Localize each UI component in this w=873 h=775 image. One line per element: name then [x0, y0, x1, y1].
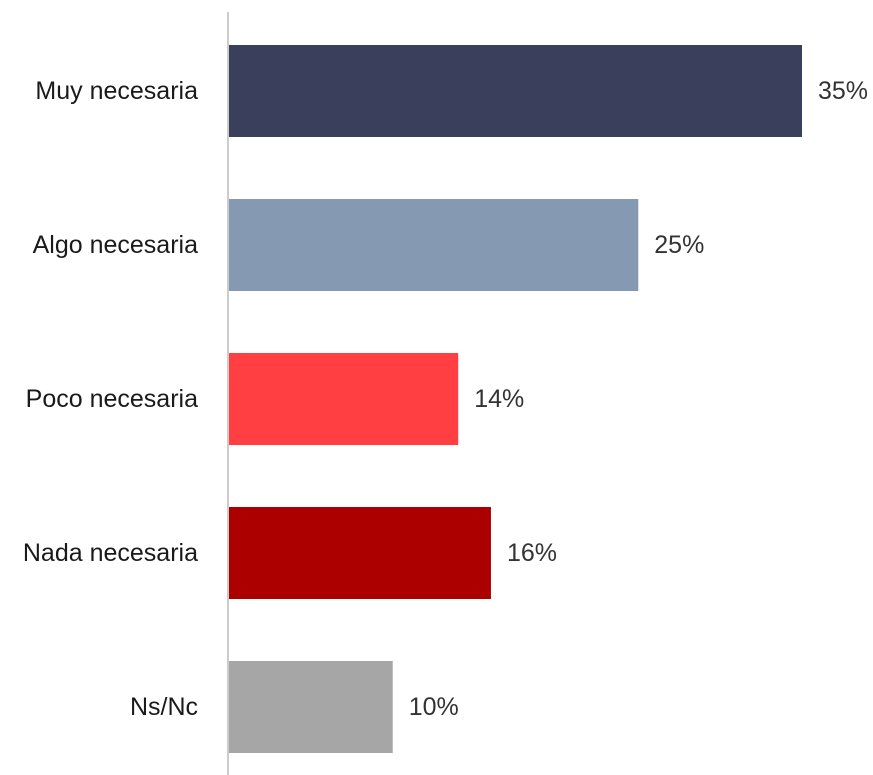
- value-label: 14%: [474, 385, 524, 413]
- category-label: Muy necesaria: [35, 77, 198, 105]
- value-label: 10%: [409, 693, 459, 721]
- bars-group: Muy necesaria 35% Algo necesaria 25% Poco ne…: [23, 45, 868, 753]
- value-label: 25%: [654, 231, 704, 259]
- category-label: Nada necesaria: [23, 539, 198, 567]
- category-label: Ns/Nc: [130, 693, 198, 721]
- bar: [229, 353, 459, 445]
- category-label: Algo necesaria: [33, 231, 198, 259]
- category-label: Poco necesaria: [26, 385, 198, 413]
- bar: [229, 661, 393, 753]
- value-label: 16%: [507, 539, 557, 567]
- value-label: 35%: [818, 77, 868, 105]
- bar: [229, 199, 639, 291]
- bar: [229, 45, 802, 137]
- bar: [229, 507, 491, 599]
